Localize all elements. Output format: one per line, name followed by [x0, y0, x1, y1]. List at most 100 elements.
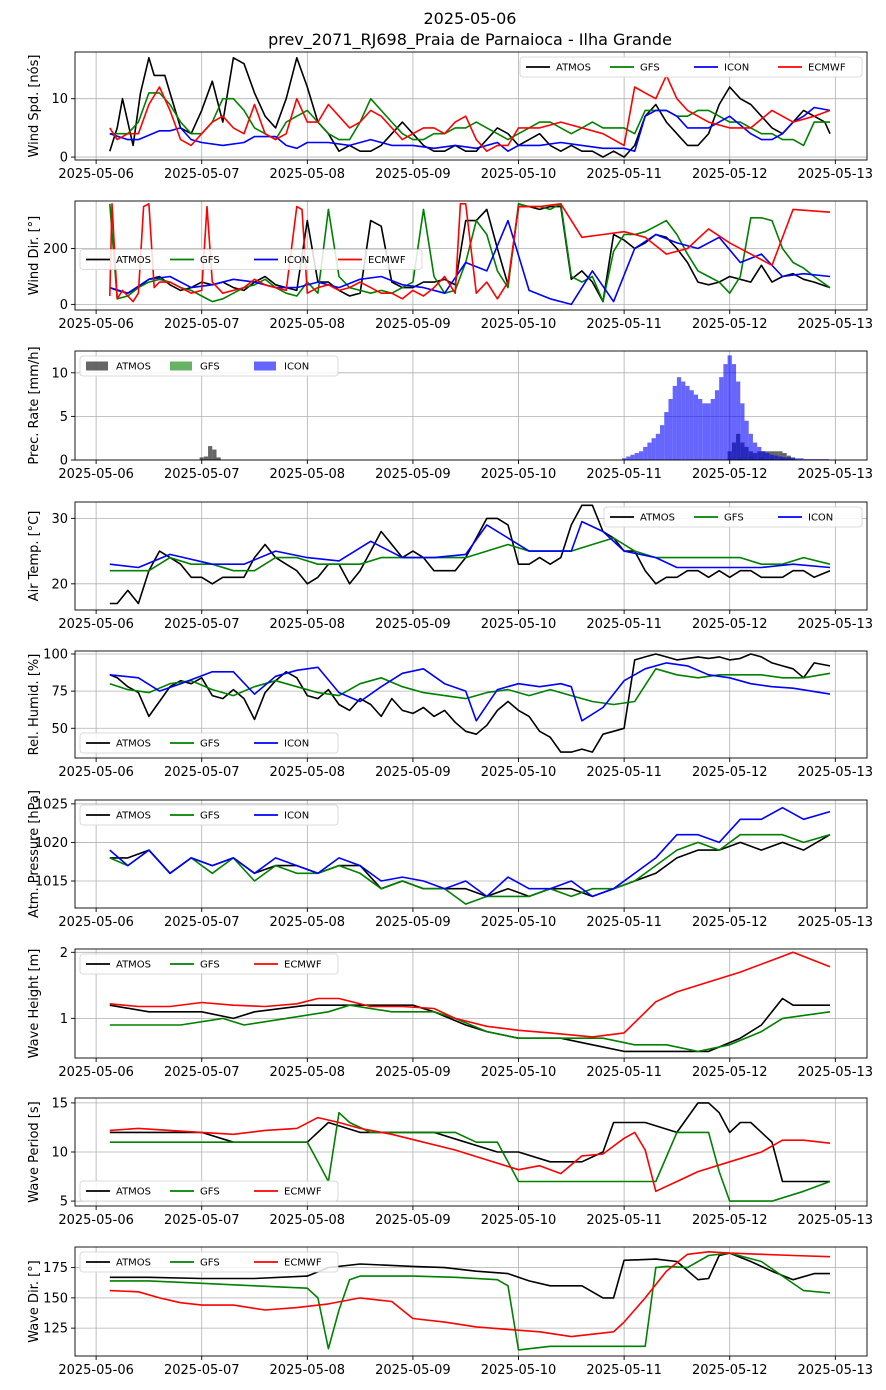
- legend-swatch-gfs: [170, 361, 192, 371]
- x-tick-label: 2025-05-06: [58, 467, 134, 482]
- axes-frame: [74, 200, 868, 311]
- y-tick-label: 50: [51, 722, 68, 737]
- y-tick-label: 20: [51, 577, 68, 592]
- legend-box: [603, 506, 863, 528]
- series-line-gfs: [109, 1004, 831, 1053]
- y-tick-label: 10: [51, 92, 68, 107]
- legend-swatch-atmos: [86, 361, 108, 371]
- legend: ATMOS GFS ICON: [603, 506, 863, 528]
- legend-label-gfs: GFS: [200, 362, 220, 373]
- legend-label-gfs: GFS: [200, 811, 220, 822]
- x-tick-label: 2025-05-11: [586, 915, 662, 930]
- legend-label-icon: ICON: [284, 739, 309, 750]
- y-tick-label: 2: [60, 946, 68, 961]
- bar-icon: [647, 442, 652, 460]
- bar-atmos: [199, 457, 204, 460]
- plot-area: [199, 355, 829, 460]
- legend: ATMOS GFS ECMWF: [79, 1180, 339, 1202]
- legend-label-atmos: ATMOS: [116, 255, 151, 266]
- y-axis-label: Wave Height [m]: [27, 949, 42, 1059]
- axes-frame: [74, 650, 868, 759]
- legend-label-icon: ICON: [284, 255, 309, 266]
- legend-label-atmos: ATMOS: [556, 63, 591, 74]
- x-tick-label: 2025-05-08: [270, 467, 346, 482]
- x-tick-label: 2025-05-10: [481, 915, 557, 930]
- y-tick-label: 0: [60, 151, 68, 166]
- x-tick-label: 2025-05-12: [692, 1363, 768, 1378]
- y-axis-label: Prec. Rate [mm/h]: [27, 346, 42, 464]
- legend-box: [519, 56, 863, 78]
- x-tick-label: 2025-05-07: [164, 1363, 240, 1378]
- series-line-gfs: [109, 833, 831, 905]
- bar-icon: [714, 390, 720, 460]
- series-line-ecmwf: [109, 1116, 831, 1193]
- bar-icon: [736, 381, 741, 460]
- x-tick-label: 2025-05-08: [270, 617, 346, 632]
- axes-frame: [74, 799, 868, 909]
- x-tick-label: 2025-05-13: [798, 765, 874, 780]
- x-tick-label: 2025-05-07: [164, 167, 240, 182]
- legend: ATMOS GFS ICON ECMWF: [519, 56, 863, 78]
- x-tick-label: 2025-05-11: [586, 167, 662, 182]
- figure-title: 2025-05-06: [424, 9, 517, 28]
- legend-box: [79, 1251, 339, 1273]
- bar-icon: [782, 457, 787, 460]
- y-tick-label: 1025: [35, 797, 68, 812]
- x-tick-label: 2025-05-13: [798, 317, 874, 332]
- chart-panel-6: 2025-05-06 2025-05-07 2025-05-08 2025-05-09…: [27, 790, 873, 930]
- legend: ATMOS GFS ECMWF: [79, 953, 339, 975]
- x-tick-label: 2025-05-09: [375, 1363, 451, 1378]
- x-tick-label: 2025-05-08: [270, 765, 346, 780]
- y-tick-label: 10: [51, 1146, 68, 1161]
- x-tick-label: 2025-05-13: [798, 1213, 874, 1228]
- bar-icon: [643, 446, 648, 460]
- y-tick-label: 1020: [35, 836, 68, 851]
- bar-icon: [710, 398, 715, 460]
- bar-icon: [757, 446, 762, 460]
- axes-frame: [74, 350, 868, 461]
- x-tick-label: 2025-05-10: [481, 1363, 557, 1378]
- legend-label-ecmwf: ECMWF: [284, 1187, 322, 1198]
- y-tick-label: 75: [51, 685, 68, 700]
- x-tick-label: 2025-05-11: [586, 317, 662, 332]
- legend: ATMOS GFS ICON: [79, 804, 339, 826]
- x-tick-label: 2025-05-10: [481, 467, 557, 482]
- series-line-atmos: [109, 834, 831, 898]
- legend: ATMOS GFS ICON: [79, 732, 339, 754]
- bar-icon: [655, 433, 661, 460]
- bar-atmos: [778, 451, 783, 460]
- x-tick-label: 2025-05-06: [58, 1065, 134, 1080]
- x-tick-label: 2025-05-10: [481, 317, 557, 332]
- bar-atmos: [216, 457, 221, 460]
- x-tick-label: 2025-05-06: [58, 317, 134, 332]
- axes-frame: [74, 501, 868, 611]
- bar-icon: [706, 403, 711, 460]
- bar-icon: [761, 451, 766, 460]
- x-tick-label: 2025-05-10: [481, 765, 557, 780]
- series-line-gfs: [109, 537, 831, 572]
- panels: 2025-05-06 2025-05-07 2025-05-08 2025-05-09…: [27, 51, 874, 1378]
- axes-frame: [74, 948, 868, 1059]
- bar-icon: [795, 458, 800, 460]
- x-tick-label: 2025-05-07: [164, 467, 240, 482]
- x-tick-label: 2025-05-12: [692, 1213, 768, 1228]
- x-tick-label: 2025-05-12: [692, 617, 768, 632]
- legend-label-atmos: ATMOS: [116, 811, 151, 822]
- series-line-atmos: [109, 56, 831, 158]
- bar-icon: [689, 390, 694, 460]
- x-tick-label: 2025-05-06: [58, 765, 134, 780]
- y-axis-label: Wind Spd. [nós]: [27, 55, 42, 158]
- series-line-atmos: [109, 653, 831, 753]
- x-tick-label: 2025-05-08: [270, 915, 346, 930]
- x-tick-label: 2025-05-11: [586, 1065, 662, 1080]
- y-axis-label: Wave Dir. [°]: [27, 1260, 42, 1343]
- x-tick-label: 2025-05-08: [270, 1363, 346, 1378]
- legend-label-gfs: GFS: [200, 255, 220, 266]
- y-tick-label: 30: [51, 512, 68, 527]
- legend-box: [79, 355, 339, 377]
- series-line-ecmwf: [109, 203, 831, 303]
- chart-panel-5: 2025-05-06 2025-05-07 2025-05-08 2025-05-09…: [27, 647, 873, 780]
- x-tick-label: 2025-05-10: [481, 1213, 557, 1228]
- legend-label-atmos: ATMOS: [116, 1258, 151, 1269]
- x-tick-label: 2025-05-06: [58, 167, 134, 182]
